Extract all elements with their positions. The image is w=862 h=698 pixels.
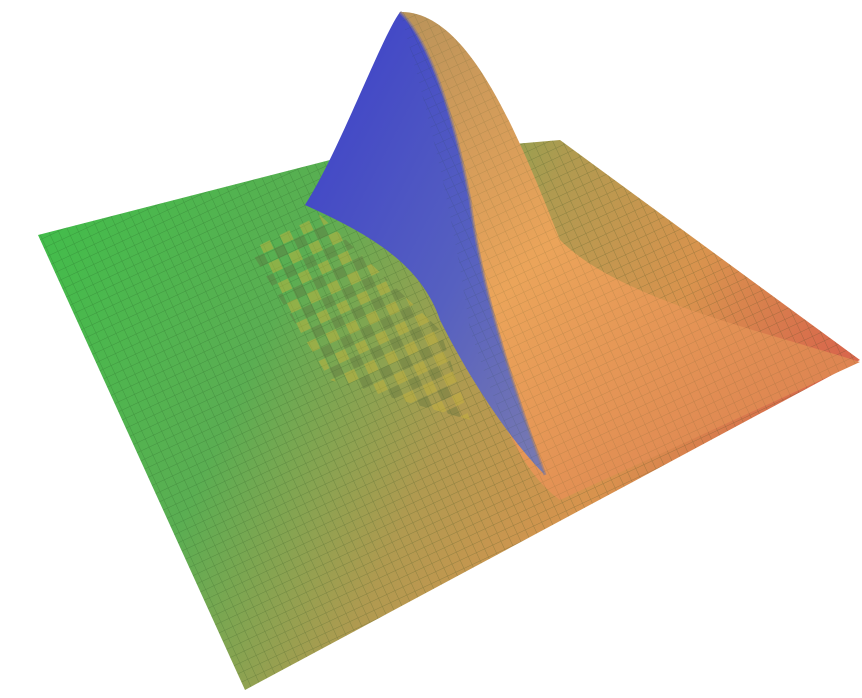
page: (() => { const data = JSON.parse(documen… [0, 0, 862, 698]
surface-image [0, 0, 862, 698]
